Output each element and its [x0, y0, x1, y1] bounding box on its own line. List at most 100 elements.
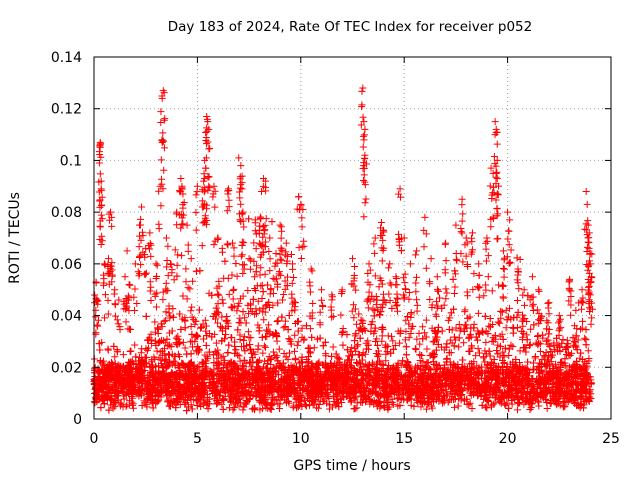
data-point — [498, 330, 506, 338]
data-point — [214, 351, 222, 359]
data-point — [193, 332, 201, 340]
data-point — [262, 404, 270, 412]
data-point — [401, 336, 409, 344]
data-point — [162, 316, 170, 324]
data-point — [269, 348, 277, 356]
data-point — [354, 341, 362, 349]
data-point — [405, 334, 413, 342]
data-point — [350, 314, 358, 322]
data-point — [237, 399, 245, 407]
data-point — [261, 270, 269, 278]
data-point — [438, 327, 446, 335]
data-point — [236, 314, 244, 322]
data-point — [559, 336, 567, 344]
data-point — [234, 302, 242, 310]
data-point — [244, 287, 252, 295]
data-point — [266, 328, 274, 336]
data-point — [122, 402, 130, 410]
data-point — [295, 379, 303, 387]
data-point — [203, 353, 211, 361]
data-point — [461, 306, 469, 314]
data-point — [485, 397, 493, 405]
data-point — [497, 314, 505, 322]
data-point — [375, 398, 383, 406]
data-point — [100, 361, 108, 369]
data-point — [587, 320, 595, 328]
data-point — [422, 405, 430, 413]
data-point — [481, 312, 489, 320]
data-point — [396, 401, 404, 409]
data-point — [261, 343, 269, 351]
data-point — [394, 295, 402, 303]
data-point — [111, 403, 119, 411]
data-point — [201, 316, 209, 324]
data-point — [95, 388, 103, 396]
data-point — [417, 362, 425, 370]
data-point — [298, 324, 306, 332]
data-point — [219, 405, 227, 413]
data-point — [235, 352, 243, 360]
data-point — [181, 344, 189, 352]
data-point — [148, 339, 156, 347]
data-point — [413, 335, 421, 343]
data-point — [176, 310, 184, 318]
data-point — [126, 396, 134, 404]
data-point — [257, 282, 265, 290]
data-point — [531, 354, 539, 362]
data-point — [477, 392, 485, 400]
data-point — [474, 345, 482, 353]
data-point — [151, 318, 159, 326]
data-point — [428, 374, 436, 382]
data-point — [347, 398, 355, 406]
data-point — [129, 400, 137, 408]
data-point — [419, 323, 427, 331]
data-point — [123, 401, 131, 409]
data-point — [314, 404, 322, 412]
data-point — [422, 364, 430, 372]
data-point — [260, 316, 268, 324]
data-point — [159, 296, 167, 304]
data-point — [163, 363, 171, 371]
data-point — [259, 349, 267, 357]
data-point — [542, 337, 550, 345]
data-point — [556, 315, 564, 323]
data-point — [494, 350, 502, 358]
data-point — [111, 353, 119, 361]
data-point — [294, 327, 302, 335]
data-point — [455, 343, 463, 351]
data-point — [291, 331, 299, 339]
data-point — [402, 316, 410, 324]
data-point — [496, 319, 504, 327]
data-point — [388, 332, 396, 340]
data-point — [154, 325, 162, 333]
data-point — [422, 333, 430, 341]
data-point — [585, 397, 593, 405]
data-point — [255, 327, 263, 335]
data-point — [499, 335, 507, 343]
data-point — [478, 363, 486, 371]
data-point — [285, 335, 293, 343]
data-point — [164, 272, 172, 280]
data-point — [375, 392, 383, 400]
data-point — [240, 223, 248, 231]
data-point — [443, 289, 451, 297]
data-point — [452, 324, 460, 332]
data-point — [222, 317, 230, 325]
data-point — [322, 350, 330, 358]
data-point — [295, 392, 303, 400]
data-point — [530, 365, 538, 373]
data-point — [230, 252, 238, 260]
data-point — [236, 295, 244, 303]
data-point — [384, 397, 392, 405]
data-point — [391, 342, 399, 350]
data-point — [275, 345, 283, 353]
data-point — [163, 335, 171, 343]
data-point — [212, 304, 220, 312]
data-point — [543, 404, 551, 412]
data-point — [460, 339, 468, 347]
data-point — [376, 311, 384, 319]
data-point — [281, 317, 289, 325]
data-point — [402, 327, 410, 335]
data-point — [450, 403, 458, 411]
data-point — [156, 338, 164, 346]
